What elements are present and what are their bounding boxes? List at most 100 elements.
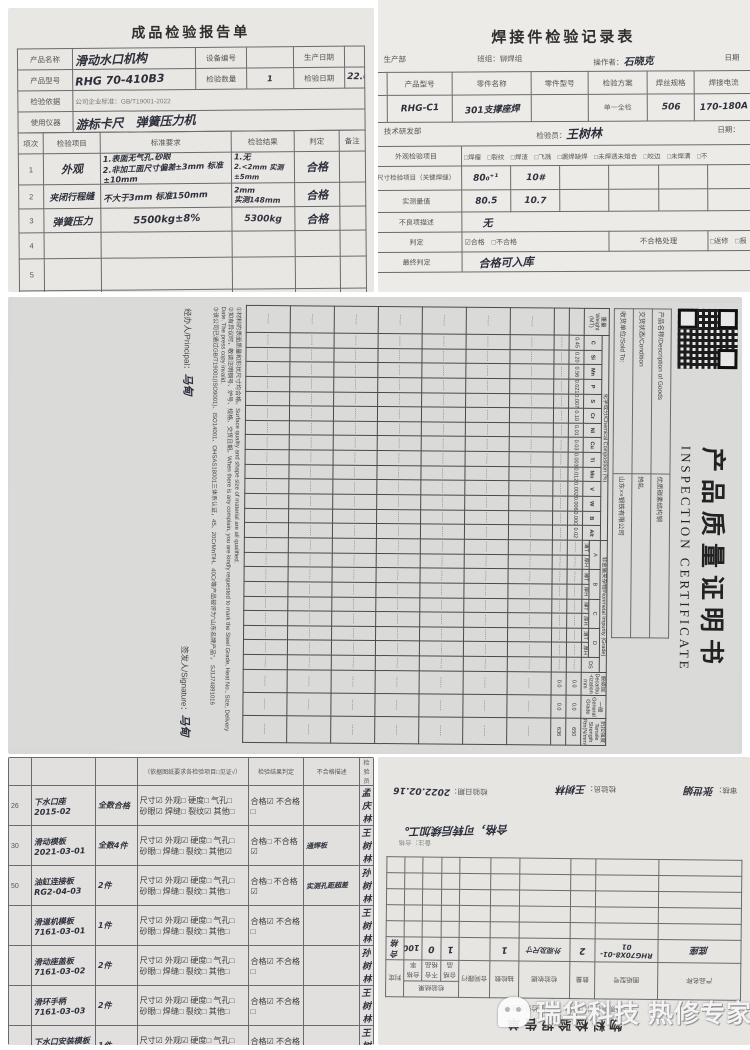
row-number xyxy=(8,905,33,946)
sub-header-thin: 薄T xyxy=(581,598,589,614)
table-row: 判定 ☑合格 □不合格 不合格处理 □返修 □报 xyxy=(378,230,750,253)
column-header: 判定 xyxy=(294,130,340,152)
row-number xyxy=(8,945,33,986)
cell-plan: 单一全检 xyxy=(588,94,648,122)
column-header: 零件型号 xyxy=(531,71,589,95)
column-header: 焊接电流 xyxy=(694,70,750,94)
cell-inspector: 孙树林 xyxy=(358,865,374,906)
row-number xyxy=(8,1025,33,1045)
cell-result: 实测148mm xyxy=(234,194,281,205)
chemical-composition-table: 重量 Weight (MT) 化学成分/Chemical Composition… xyxy=(242,304,610,746)
cell-inspector: 孟庆林 xyxy=(358,785,374,826)
cell-pass: 1 xyxy=(446,943,454,954)
final-judgement: 合格可入库 xyxy=(478,254,534,270)
table-row: 26 下水口座 2015-02 全数合格 尺寸☑ 外观□ 硬度□ 气孔□ 砂眼☑ 焊缝□… xyxy=(8,785,374,826)
table-row: 3 弹簧压力 5500kg±8% 5300kg 合格 xyxy=(18,205,367,234)
row-label-measured: 实测量值 xyxy=(378,190,462,213)
column-header: 合同履行 xyxy=(458,960,490,998)
decarb-value: 0.0 xyxy=(551,671,567,695)
cell-basis: 外观及尺寸 xyxy=(526,945,563,955)
cell-checks: 尺寸☑ 外观☑ 硬度□ 气孔□砂眼□ 焊缝□ 裂纹□ 其他□ xyxy=(136,945,249,986)
row-label-final: 最终判定 xyxy=(378,252,463,273)
cell-part-name: 301支撑座焊 xyxy=(464,103,520,116)
group-header-result: 检验结果 xyxy=(403,980,459,998)
weight-value xyxy=(554,307,570,335)
cell-qty: 全数4件 xyxy=(94,825,138,866)
cell-part-name: 下水口座 2015-02 xyxy=(31,785,96,826)
cell-note xyxy=(339,205,367,231)
weld-main-table: 产品型号 零件名称 零件型号 检验方案 焊丝规格 焊接电流 焊接电压 焊工 RH… xyxy=(378,70,750,123)
certificate-notes: ①材料的表面质量和形状尺寸均合格。Surface quality and sha… xyxy=(207,306,241,742)
watermark: 瑞华科技 热修专家 xyxy=(498,994,750,1030)
column-header: 零件名称 xyxy=(452,71,532,96)
cell-defect xyxy=(303,905,360,946)
inspection-certificate: 产品质量证明书 INSPECTION CERTIFICATE 产品名称/Desc… xyxy=(8,297,742,754)
column-header: 检验方案 xyxy=(588,71,648,95)
field-label: 产品名称 xyxy=(17,48,73,71)
field-label: 使用仪器 xyxy=(17,111,74,134)
cell-judge: 合格 xyxy=(390,938,400,959)
report-info-table: 产品名称 滑动水口机构 设备编号 生产日期 产品型号 RHG 70-410B3 … xyxy=(17,45,366,134)
table-row: 检验依据 公司企业标准：GB/T19001-2022 xyxy=(17,87,365,113)
field-label: 收货单位/Sold To: xyxy=(612,308,634,474)
field-label: 检验依据 xyxy=(17,90,73,113)
table-row: 产品型号 RHG 70-410B3 检验数量 1 检验日期 22.02.13 xyxy=(17,66,365,92)
chem-value: 0.03 xyxy=(568,437,584,452)
chem-value: 0.007 xyxy=(568,393,584,409)
empty-dash-row xyxy=(374,306,423,744)
certificate-title-cn: 产品质量证明书 xyxy=(696,446,727,671)
defect-value: 无 xyxy=(482,218,493,230)
principal-signature: 马甸 xyxy=(180,372,195,395)
column-header-tensile: 抗拉强度 Tensile Strength Rm(N/mm²) xyxy=(580,717,606,746)
judge-checkboxes: ☑合格 □不合格 xyxy=(461,231,610,253)
sub-header-thick: 厚H xyxy=(581,583,589,599)
cell-qty: 全数合格 xyxy=(94,785,138,826)
chem-value: 0.012 xyxy=(567,466,584,482)
row-number: 30 xyxy=(8,825,33,866)
material-table: 产品名称 图纸型号 数量 检验依据 抽检数 合同履行 检验结果 判定 合格品 不… xyxy=(385,856,742,1001)
cell-qty: 1件 xyxy=(94,905,138,946)
cell-part-name: 滑动座盖板 7161-03-02 xyxy=(31,945,96,986)
table-row: 外观检验项目 □焊瘤 □裂纹 □焊渣 □飞溅 □漏焊缺焊 □未焊透未熔合 □咬边… xyxy=(378,144,750,167)
operator-signature: 石晓克 xyxy=(623,56,654,69)
chem-value: 0.0060 xyxy=(567,495,583,511)
cell-checks: 尺寸☑ 外观☑ 硬度□ 气孔□砂眼□ 焊缝□ 裂纹□ 其他□ xyxy=(136,985,249,1026)
column-header-defect: 不合格描述 xyxy=(303,757,360,786)
cell-checks: 尺寸☑ 外观☑ 硬度□ 气孔□ 砂眼□ 焊缝□ 裂纹□ 其他☑ xyxy=(136,825,249,866)
cell-qty: 1件 xyxy=(94,1025,138,1045)
impurity-header-ds: DS xyxy=(581,656,600,672)
finished-product-report: 成品检验报告单 产品名称 滑动水口机构 设备编号 生产日期 产品型号 RHG 7… xyxy=(17,20,368,292)
certificate-title-en: INSPECTION CERTIFICATE xyxy=(676,445,694,672)
impurity-header: C xyxy=(588,598,600,628)
weld-inspection-record: 焊接件检验记录表 生产部 班组：铆焊组 操作者：石晓克 日期 产品型号 零件名称… xyxy=(378,25,750,273)
table-row: 4 xyxy=(19,229,367,260)
field-label: 交货状态/Condition xyxy=(631,308,653,474)
meas-value: 80.5 xyxy=(475,195,498,207)
table-row: 滑动座盖板 7161-03-02 2件 尺寸☑ 外观☑ 硬度□ 气孔□ 砂眼□ 焊缝□… xyxy=(8,945,374,986)
element-header: Si xyxy=(583,349,603,365)
visual-checkboxes: □焊瘤 □裂纹 □焊渣 □飞溅 □漏焊缺焊 □未焊透未熔合 □咬边 □未焊满 □… xyxy=(461,144,750,167)
cell-item: 弹簧压力 xyxy=(52,216,93,229)
group-header-impurity: 非金属夹杂物/Nonmetal Impurity (Grade) xyxy=(599,539,608,673)
cell-part-name: 滑动模板 2021-03-01 xyxy=(31,825,96,866)
inspector-signature: 王树林 xyxy=(566,126,603,142)
inspector: 检验员：王树林 xyxy=(556,783,616,799)
cell-part-model xyxy=(531,94,589,122)
field-value: RHG 70-410B3 xyxy=(74,71,165,89)
impurity-header: A xyxy=(589,539,601,570)
field-value: 1 xyxy=(267,73,274,83)
table-row: 1 外观 1.表面无气孔.砂眼 2.非加工面尺寸偏差±3mm 标准±10mm 1.… xyxy=(18,150,366,186)
column-header: 标准要求 xyxy=(100,131,232,154)
row-number: 1 xyxy=(18,153,44,186)
cell-qty: 2件 xyxy=(94,945,138,986)
table-row: 交货状态/Condition 热轧 xyxy=(630,308,653,638)
chem-value: 0.20 xyxy=(568,349,585,365)
cell-part-name: 下水口安装模板 7161-03-04 xyxy=(31,1025,96,1045)
cell-defect xyxy=(303,1025,360,1045)
column-header-decarb: 脱碳层 Decarbu -rization mm xyxy=(581,671,607,696)
field-value: 热轧 xyxy=(630,473,651,638)
impurity-header: D xyxy=(588,627,600,658)
table-row: 产品名称 滑动水口机构 设备编号 生产日期 xyxy=(17,45,365,71)
row-number: 2 xyxy=(18,184,44,210)
cell-inspector: 孙树林 xyxy=(358,945,374,986)
